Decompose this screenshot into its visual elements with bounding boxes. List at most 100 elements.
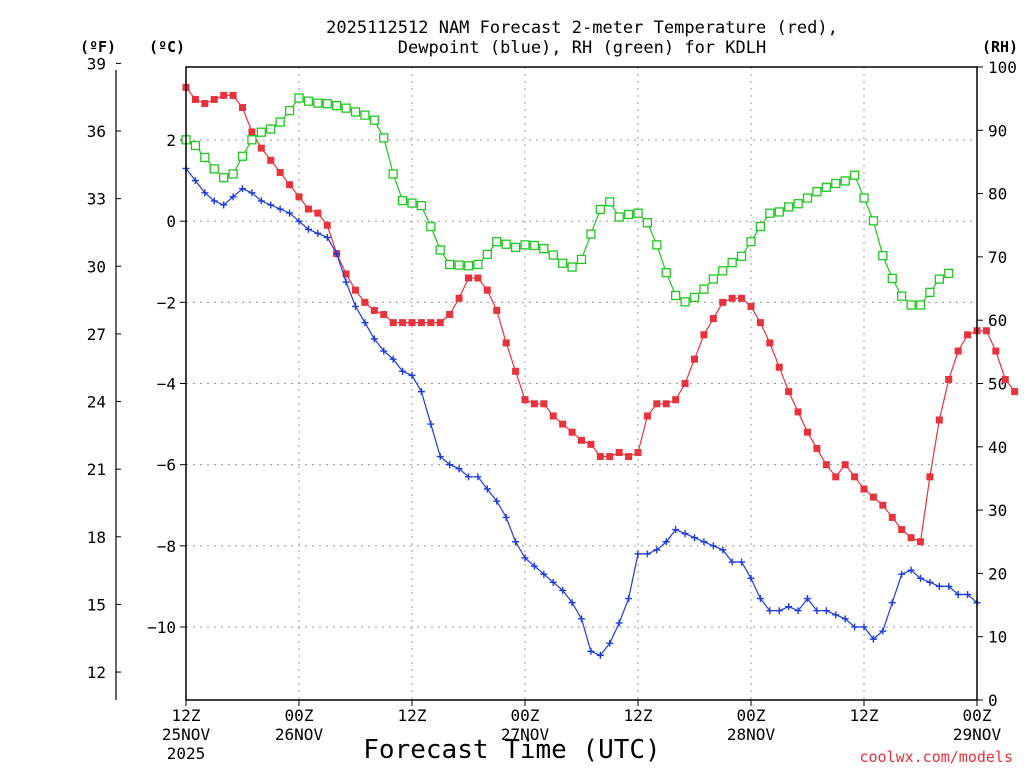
temperature-point [860,485,868,493]
temperature-point [474,274,482,282]
rh-point [350,107,361,117]
temperature-point [775,363,783,371]
dewpoint-point [851,623,859,631]
dewpoint-point [662,538,670,546]
rh-point [586,229,596,239]
dewpoint-point [267,201,275,209]
celsius-tick-label: −2 [157,293,176,312]
temperature-point [747,302,755,310]
rh-point [642,218,653,228]
dewpoint-point [860,623,868,631]
temperature-point [389,319,397,327]
temperature-point [286,181,294,189]
temperature-point [549,412,557,420]
fahrenheit-tick-label: 33 [87,190,106,209]
dewpoint-point [766,607,774,615]
dewpoint-point [709,542,717,550]
temperature-point [540,400,548,408]
temperature-point [455,294,463,302]
temperature-point [352,286,359,294]
rh-point [190,140,201,151]
dewpoint-point [738,558,746,566]
dewpoint-point [210,197,218,205]
credit-text: coolwx.com/models [859,748,1013,766]
dewpoint-point [276,205,284,213]
temperature-point [323,221,331,229]
rh-point [237,151,248,161]
dewpoint-point [747,574,755,582]
dewpoint-point [540,570,548,578]
rh-point [369,115,379,125]
rh-tick-label: 60 [988,311,1007,330]
temperature-point [653,400,661,408]
rh-point [944,268,954,279]
rh-tick-label: 10 [988,628,1007,647]
dewpoint-point [342,278,350,286]
temperature-point [521,396,529,404]
dewpoint-point [926,578,934,586]
temperature-point [804,428,811,436]
celsius-tick-label: 0 [166,212,176,231]
dewpoint-point [333,250,341,258]
rh-point [332,100,342,111]
rh-unit-label: (RH) [982,38,1018,56]
rh-point [633,208,643,218]
series-rh [181,93,954,310]
dewpoint-point [257,197,265,205]
temperature-point [239,104,246,112]
rh-tick-label: 90 [988,121,1007,140]
time-tick-label: 00Z [285,706,314,725]
temperature-point [587,440,595,448]
dewpoint-point [681,530,689,538]
dewpoint-point [813,607,821,615]
temperature-point [794,408,802,416]
temperature-point [568,428,576,436]
rh-point [567,262,577,272]
dewpoint-point [455,465,463,473]
temperature-point [314,209,322,217]
temperature-point [917,538,924,546]
rh-point [652,240,662,250]
dewpoint-point [578,615,585,623]
dewpoint-point [879,627,887,635]
time-tick-label: 00Z [511,706,540,725]
temperature-point [813,444,821,452]
dewpoint-point [615,619,623,627]
temperature-point [625,453,633,461]
time-tick-label: 00Z [737,706,766,725]
rh-point [718,266,728,276]
rh-point [454,260,464,270]
celsius-axis: 2 0 −2 −4 −6 −8 −10 [147,131,186,637]
temperature-point [954,347,962,355]
rh-point [209,164,219,174]
dewpoint-point [436,453,444,461]
temperature-point [201,100,209,108]
dewpoint-point [229,193,237,201]
rh-point [699,284,709,294]
dewpoint-point [380,347,388,355]
rh-point [605,197,615,207]
time-tick-label: 12Z [398,706,427,725]
temperature-point [417,319,425,327]
dewpoint-point [323,233,331,241]
fahrenheit-tick-label: 21 [87,460,106,479]
time-tick-date: 28NOV [727,725,776,744]
fahrenheit-tick-label: 27 [87,325,106,344]
temperature-point [1011,388,1019,396]
temperature-point [436,319,444,327]
x-axis-label: Forecast Time (UTC) [363,735,660,765]
rh-point [256,127,266,137]
rh-point [897,291,907,301]
temperature-point [493,306,501,314]
dewpoint-point [832,611,840,619]
rh-tick-label: 30 [988,501,1007,520]
temperature-point [380,311,388,319]
dewpoint-point [568,599,576,607]
temperature-point [342,270,350,278]
dewpoint-point [728,558,736,566]
dewpoint-point [945,582,953,590]
time-tick-label: 12Z [172,706,201,725]
dewpoint-point [530,562,538,570]
rh-point [736,251,747,261]
temperature-point [465,274,472,282]
